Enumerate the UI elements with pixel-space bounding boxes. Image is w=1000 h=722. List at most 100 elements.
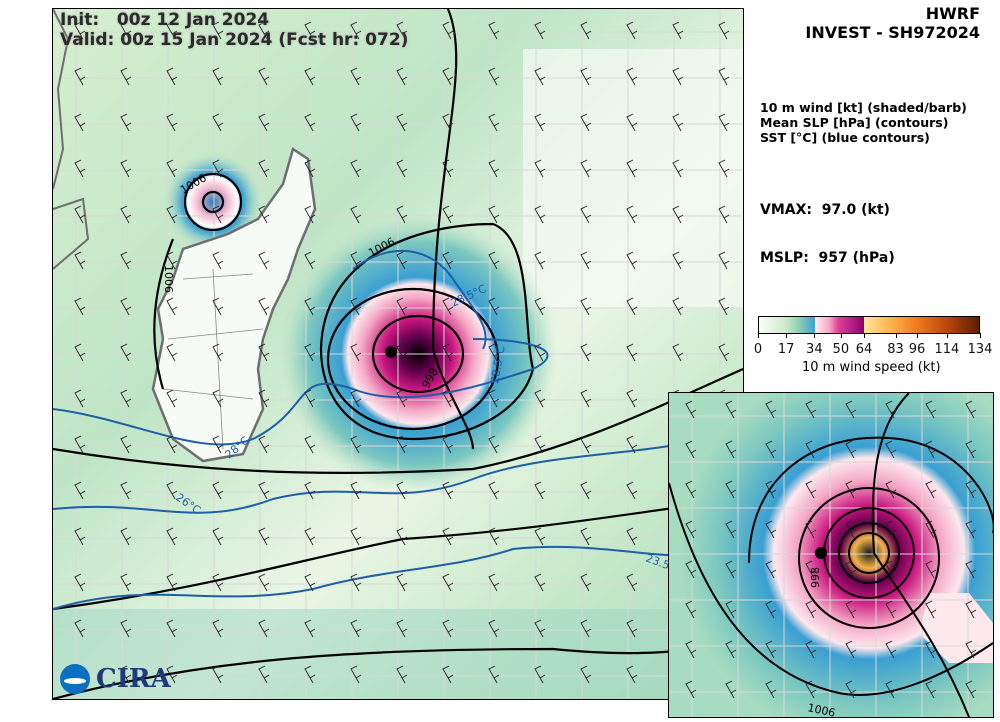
- wind-barb: [166, 21, 178, 40]
- colorbar-tick-mark: [917, 333, 919, 338]
- wind-barb: [534, 435, 546, 454]
- wind-barb: [965, 600, 977, 619]
- wind-barb: [350, 435, 362, 454]
- wind-barb: [166, 343, 178, 362]
- wind-barb: [765, 680, 777, 699]
- wind-barb: [534, 251, 546, 270]
- wind-barb: [396, 619, 408, 638]
- wind-barb: [258, 665, 270, 684]
- wind-barb: [350, 527, 362, 546]
- wind-barb: [805, 600, 817, 619]
- wind-barb: [74, 67, 86, 86]
- wind-barb: [534, 619, 546, 638]
- wind-barb: [258, 573, 270, 592]
- wind-barb: [304, 205, 316, 224]
- wind-barb: [725, 520, 737, 539]
- colorbar-tick-mark: [786, 333, 788, 338]
- wind-barb: [350, 297, 362, 316]
- wind-barb: [212, 435, 224, 454]
- wind-barb: [765, 400, 777, 419]
- wind-barb: [626, 573, 638, 592]
- wind-barb: [845, 640, 857, 659]
- wind-barb: [885, 480, 897, 499]
- wind-barb: [580, 573, 592, 592]
- colorbar-tick-mark: [840, 333, 842, 338]
- wind-barb: [166, 113, 178, 132]
- wind-barb: [488, 205, 500, 224]
- wind-barb: [805, 480, 817, 499]
- sst-label: 28.5°C: [488, 345, 507, 385]
- wind-barb: [805, 520, 817, 539]
- wind-barb: [212, 665, 224, 684]
- wind-barb: [396, 67, 408, 86]
- wind-barb: [965, 480, 977, 499]
- wind-barb: [304, 251, 316, 270]
- wind-barb: [685, 480, 697, 499]
- wind-barb: [580, 21, 592, 40]
- wind-barb: [965, 560, 977, 579]
- wind-barb: [626, 205, 638, 224]
- wind-barb: [488, 527, 500, 546]
- wind-barb: [350, 343, 362, 362]
- wind-barb: [258, 527, 270, 546]
- wind-barb: [304, 159, 316, 178]
- wind-barb: [304, 21, 316, 40]
- wind-barb: [725, 680, 737, 699]
- vmax-value: VMAX: 97.0 (kt): [760, 202, 890, 218]
- wind-barb: [765, 560, 777, 579]
- wind-barb: [488, 573, 500, 592]
- wind-barb: [685, 560, 697, 579]
- wind-barb: [258, 619, 270, 638]
- wind-barb: [396, 573, 408, 592]
- wind-barb: [626, 251, 638, 270]
- wind-barb: [534, 21, 546, 40]
- wind-barb: [396, 251, 408, 270]
- wind-barb: [304, 527, 316, 546]
- wind-barb: [845, 600, 857, 619]
- wind-barb: [965, 520, 977, 539]
- wind-barb: [120, 389, 132, 408]
- wind-barb: [74, 297, 86, 316]
- wind-barb: [725, 440, 737, 459]
- colorbar-tick-label: 34: [806, 342, 823, 357]
- wind-barb: [534, 389, 546, 408]
- wind-barb: [626, 481, 638, 500]
- wind-barb: [212, 251, 224, 270]
- wind-barb: [442, 481, 454, 500]
- wind-barb: [488, 113, 500, 132]
- wind-barb: [258, 251, 270, 270]
- wind-barb: [350, 389, 362, 408]
- colorbar-tick-label: 0: [753, 342, 763, 357]
- wind-barb: [166, 435, 178, 454]
- wind-barb: [396, 113, 408, 132]
- noaa-cira-logo: CIRA: [60, 664, 171, 694]
- wind-barb: [725, 480, 737, 499]
- wind-barb: [120, 573, 132, 592]
- model-name: HWRF: [925, 4, 980, 23]
- wind-barb: [725, 560, 737, 579]
- legend-wind: 10 m wind [kt] (shaded/barb): [760, 100, 967, 115]
- wind-barb: [350, 205, 362, 224]
- wind-speed-colorbar: [758, 316, 980, 334]
- wind-barb: [626, 435, 638, 454]
- wind-barb: [442, 113, 454, 132]
- wind-barb: [626, 297, 638, 316]
- wind-barb: [350, 665, 362, 684]
- wind-barb: [718, 21, 730, 40]
- wind-barb: [845, 440, 857, 459]
- africa-coastline: [53, 9, 90, 270]
- wind-barb: [765, 440, 777, 459]
- wind-barb: [442, 21, 454, 40]
- colorbar-tick-label: 64: [855, 342, 873, 357]
- wind-barb: [212, 481, 224, 500]
- wind-barb: [718, 67, 730, 86]
- wind-barb: [685, 520, 697, 539]
- wind-barb: [885, 680, 897, 699]
- wind-barb: [488, 389, 500, 408]
- wind-barb: [672, 159, 684, 178]
- wind-barb: [488, 251, 500, 270]
- wind-barb: [488, 481, 500, 500]
- secondary-low-wind: [163, 152, 263, 252]
- wind-barb: [74, 481, 86, 500]
- wind-barb: [442, 665, 454, 684]
